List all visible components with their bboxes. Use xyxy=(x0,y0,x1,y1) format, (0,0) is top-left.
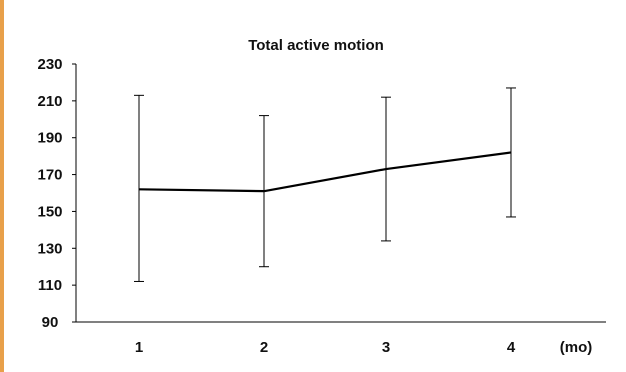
y-tick-label: 150 xyxy=(37,203,62,220)
y-tick-label: 130 xyxy=(37,240,62,257)
accent-bar xyxy=(0,0,4,372)
y-tick-label: 110 xyxy=(38,277,62,294)
x-axis: 1 2 3 4 (mo) xyxy=(76,321,606,356)
chart-title: Total active motion xyxy=(248,37,384,54)
y-tick-label: 210 xyxy=(37,93,62,110)
series-line xyxy=(138,151,512,193)
series-lines xyxy=(138,151,512,193)
error-bars xyxy=(134,87,516,282)
x-unit-label: (mo) xyxy=(560,339,593,356)
y-axis: 230 210 190 170 150 130 110 90 xyxy=(37,56,77,331)
y-tick-label: 170 xyxy=(37,167,62,184)
x-tick-label: 2 xyxy=(260,339,268,356)
y-tick-label: 190 xyxy=(37,130,62,147)
error-bar xyxy=(134,94,144,282)
y-tick-label: 230 xyxy=(37,56,62,73)
x-tick-label: 4 xyxy=(507,339,516,356)
x-tick-label: 1 xyxy=(135,339,143,356)
y-tick-label: 90 xyxy=(42,314,59,331)
x-tick-label: 3 xyxy=(382,339,390,356)
